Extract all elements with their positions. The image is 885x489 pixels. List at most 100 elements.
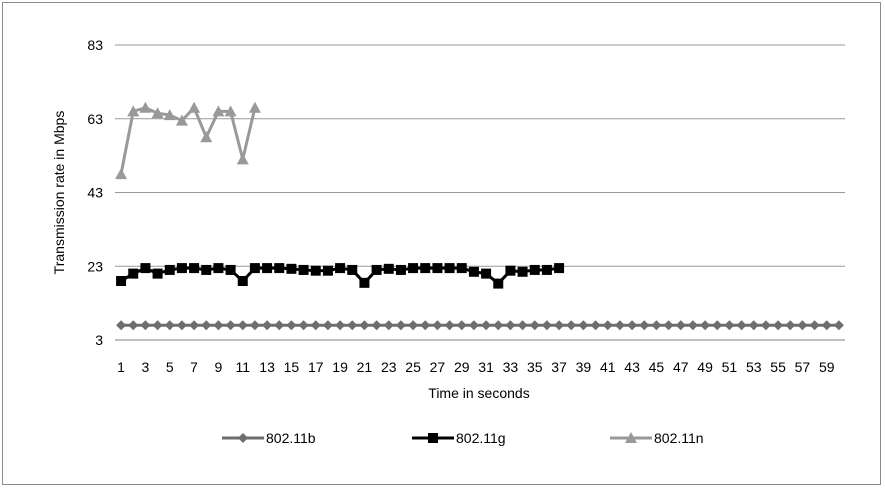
data-point-80211b <box>468 320 479 331</box>
x-tick-label: 17 <box>308 359 324 375</box>
data-point-80211b <box>237 320 248 331</box>
data-point-80211g <box>383 263 394 274</box>
data-point-80211b <box>687 320 698 331</box>
data-point-80211n <box>224 105 237 117</box>
x-tick-label: 43 <box>624 359 640 375</box>
data-point-80211b <box>639 320 650 331</box>
y-axis-title: Transmission rate in Mbps <box>51 111 67 275</box>
legend-item-80211b: 802.11b <box>222 430 316 446</box>
data-point-80211g <box>359 277 370 288</box>
x-tick-label: 45 <box>649 359 665 375</box>
data-point-80211g <box>395 264 406 275</box>
data-point-80211g <box>298 264 309 275</box>
y-tick-labels: 3 23 43 63 83 <box>87 37 103 348</box>
data-point-80211g <box>262 263 273 274</box>
data-point-80211g <box>408 263 419 274</box>
data-point-80211b <box>602 320 613 331</box>
x-tick-label: 27 <box>430 359 446 375</box>
data-point-80211b <box>651 320 662 331</box>
data-point-80211b <box>432 320 443 331</box>
data-point-80211b <box>359 320 370 331</box>
data-point-80211b <box>152 320 163 331</box>
data-point-80211g <box>176 263 187 274</box>
data-point-80211g <box>164 264 175 275</box>
data-point-80211g <box>529 264 540 275</box>
data-point-80211b <box>663 320 674 331</box>
series-line-80211n <box>119 106 257 175</box>
x-tick-label: 29 <box>454 359 470 375</box>
data-point-80211b <box>395 320 406 331</box>
data-point-80211b <box>675 320 686 331</box>
data-point-80211b <box>627 320 638 331</box>
x-tick-label: 13 <box>259 359 275 375</box>
x-tick-label: 31 <box>478 359 494 375</box>
data-point-80211b <box>760 320 771 331</box>
legend-label-80211g: 802.11g <box>456 430 506 446</box>
data-point-80211b <box>724 320 735 331</box>
x-tick-label: 47 <box>673 359 689 375</box>
data-point-80211g <box>541 264 552 275</box>
data-point-80211g <box>152 268 163 279</box>
series-80211n <box>115 101 261 180</box>
data-point-80211b <box>809 320 820 331</box>
data-point-80211g <box>286 263 297 274</box>
legend-item-80211n: 802.11n <box>610 430 704 446</box>
data-point-80211b <box>420 320 431 331</box>
data-point-80211n <box>236 153 249 165</box>
data-point-80211g <box>274 263 285 274</box>
data-point-80211b <box>298 320 309 331</box>
data-point-80211b <box>773 320 784 331</box>
data-point-80211b <box>201 320 212 331</box>
y-tick-label: 23 <box>87 258 103 274</box>
data-point-80211b <box>213 320 224 331</box>
data-point-80211b <box>481 320 492 331</box>
x-tick-label: 41 <box>600 359 616 375</box>
data-point-80211b <box>274 320 285 331</box>
data-point-80211b <box>310 320 321 331</box>
data-point-80211n <box>188 101 201 113</box>
data-point-80211n <box>151 107 164 119</box>
data-point-80211b <box>335 320 346 331</box>
data-point-80211n <box>248 101 261 113</box>
data-point-80211g <box>140 263 151 274</box>
legend: 802.11b 802.11g 802.11n <box>222 430 704 446</box>
data-point-80211g <box>432 263 443 274</box>
x-tick-label: 3 <box>142 359 150 375</box>
data-point-80211b <box>529 320 540 331</box>
legend-marker-80211b <box>238 433 248 443</box>
data-point-80211g <box>347 264 358 275</box>
data-point-80211g <box>249 263 260 274</box>
data-point-80211n <box>175 114 188 126</box>
data-point-80211n <box>200 131 213 143</box>
x-tick-label: 11 <box>235 359 250 375</box>
data-point-80211b <box>505 320 516 331</box>
y-tick-label: 83 <box>87 37 103 53</box>
x-tick-label: 7 <box>190 359 198 375</box>
gridlines <box>115 44 845 267</box>
data-point-80211b <box>128 320 139 331</box>
x-axis-title: Time in seconds <box>428 385 529 401</box>
data-point-80211b <box>456 320 467 331</box>
data-point-80211b <box>116 320 127 331</box>
x-tick-label: 39 <box>576 359 592 375</box>
x-tick-label: 9 <box>215 359 223 375</box>
data-point-80211g <box>201 264 212 275</box>
data-point-80211b <box>286 320 297 331</box>
data-point-80211b <box>249 320 260 331</box>
data-point-80211b <box>566 320 577 331</box>
data-point-80211g <box>237 276 248 286</box>
y-tick-label: 43 <box>87 185 103 201</box>
legend-item-80211g: 802.11g <box>412 430 506 446</box>
x-tick-label: 55 <box>770 359 786 375</box>
x-tick-label: 35 <box>527 359 543 375</box>
x-tick-label: 37 <box>551 359 567 375</box>
data-point-80211g <box>225 264 236 275</box>
data-point-80211n <box>163 109 176 121</box>
legend-label-80211n: 802.11n <box>654 430 704 446</box>
data-point-80211g <box>554 263 565 274</box>
plot-series <box>115 101 844 331</box>
data-point-80211g <box>213 263 224 274</box>
y-tick-label: 3 <box>95 332 103 348</box>
data-point-80211n <box>127 105 140 117</box>
y-tick-label: 63 <box>87 111 103 127</box>
